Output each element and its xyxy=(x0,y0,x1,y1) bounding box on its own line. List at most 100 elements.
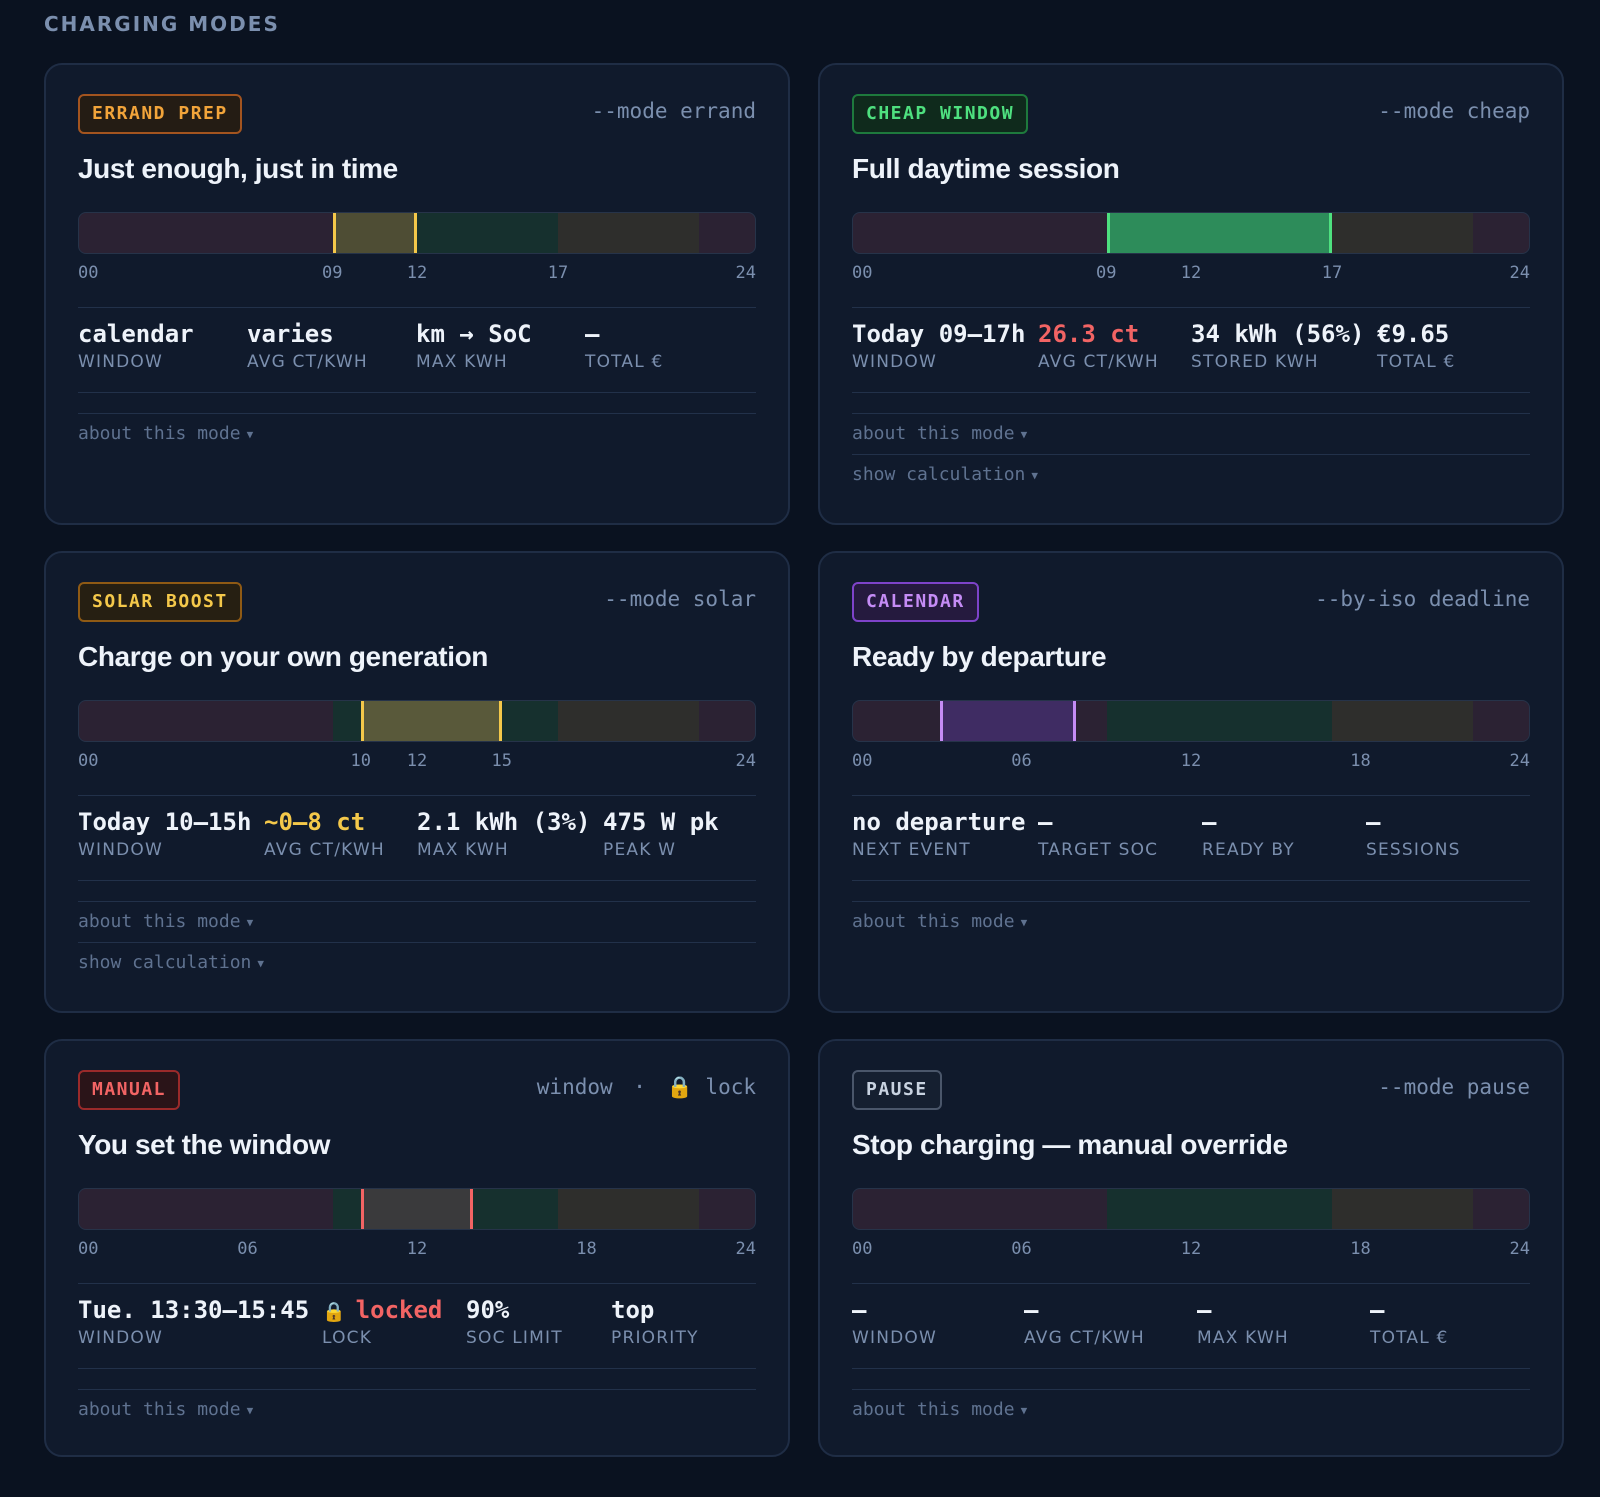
tick-label: 24 xyxy=(1509,263,1530,283)
stat-avg-price: varies AVG CT/KWH xyxy=(247,320,368,372)
stat-lock: 🔒 locked LOCK xyxy=(322,1296,443,1348)
timeline-window-segment xyxy=(332,213,417,253)
timeline-day-segment xyxy=(1106,1189,1332,1229)
timeline-day-segment xyxy=(332,701,361,741)
tick-label: 10 xyxy=(350,751,371,771)
cli-separator: · xyxy=(633,1075,646,1099)
divider xyxy=(78,795,756,796)
mode-card-manual[interactable]: MANUAL window · 🔒 lock You set the windo… xyxy=(44,1039,790,1457)
divider xyxy=(78,413,756,414)
about-mode-toggle[interactable]: about this mode ▼ xyxy=(852,423,1028,444)
tick-label: 12 xyxy=(1180,263,1202,283)
divider xyxy=(78,1283,756,1284)
mode-title: You set the window xyxy=(78,1129,331,1160)
tick-label: 06 xyxy=(1011,751,1032,771)
divider xyxy=(78,1368,756,1369)
stat-avg-price: 26.3 ct AVG CT/KWH xyxy=(1038,320,1159,372)
divider xyxy=(852,1283,1530,1284)
tick-label: 18 xyxy=(1350,751,1371,771)
day-timeline-bar xyxy=(852,212,1530,254)
lock-icon: 🔒 xyxy=(666,1075,693,1099)
mode-tag: CHEAP WINDOW xyxy=(852,94,1029,134)
about-mode-toggle[interactable]: about this mode ▼ xyxy=(78,911,254,932)
tick-label: 12 xyxy=(406,263,428,283)
timeline-window-segment xyxy=(360,1189,472,1229)
timeline-day-segment xyxy=(471,1189,558,1229)
timeline-end-marker xyxy=(469,1189,473,1229)
mode-card-errand[interactable]: ERRAND PREP --mode errand Just enough, j… xyxy=(44,63,790,525)
timeline-evening-segment xyxy=(557,1189,699,1229)
tick-label: 24 xyxy=(735,263,756,283)
section-title: CHARGING MODES xyxy=(44,12,280,36)
stat-next-event: no departure NEXT EVENT xyxy=(852,808,1026,860)
cli-window: window xyxy=(536,1075,613,1099)
timeline-start-marker xyxy=(360,701,364,741)
mode-stats: calendar WINDOW varies AVG CT/KWH km → SoC… xyxy=(78,320,756,380)
about-mode-toggle[interactable]: about this mode ▼ xyxy=(78,423,254,444)
tick-label: 24 xyxy=(1509,1239,1530,1259)
caret-down-icon: ▼ xyxy=(1031,468,1039,482)
mode-title: Stop charging — manual override xyxy=(852,1129,1288,1160)
about-mode-toggle[interactable]: about this mode ▼ xyxy=(852,911,1028,932)
tick-label: 17 xyxy=(1321,263,1343,283)
timeline-day-segment xyxy=(1106,701,1332,741)
timeline-end-marker xyxy=(1073,701,1077,741)
tick-label: 00 xyxy=(852,751,873,771)
divider xyxy=(852,1389,1530,1390)
mode-title: Charge on your own generation xyxy=(78,641,488,672)
tick-label: 00 xyxy=(852,1239,873,1259)
divider xyxy=(78,901,756,902)
about-mode-toggle[interactable]: about this mode ▼ xyxy=(852,1399,1028,1420)
stat-target-soc: — TARGET SOC xyxy=(1038,808,1159,860)
stat-avg-price: — AVG CT/KWH xyxy=(1024,1296,1145,1348)
cli-flag: --mode errand xyxy=(591,99,756,123)
day-timeline-bar xyxy=(78,1188,756,1230)
mode-stats: — WINDOW — AVG CT/KWH — MAX KWH — TOTAL € xyxy=(852,1296,1530,1356)
mode-stats: Tue. 13:30–15:45 WINDOW 🔒 locked LOCK 90% SO… xyxy=(78,1296,756,1356)
timeline-end-marker xyxy=(414,213,418,253)
mode-tag: PAUSE xyxy=(852,1070,942,1110)
timeline-ticks: 00 06 12 18 24 xyxy=(852,1239,1530,1263)
show-calculation-toggle[interactable]: show calculation ▼ xyxy=(852,464,1039,485)
day-timeline-bar xyxy=(78,700,756,742)
caret-down-icon: ▼ xyxy=(257,956,265,970)
show-calculation-toggle[interactable]: show calculation ▼ xyxy=(78,952,265,973)
cli-flag: --mode solar xyxy=(604,587,756,611)
stat-peak-w: 475 W pk PEAK W xyxy=(603,808,719,860)
about-mode-toggle[interactable]: about this mode ▼ xyxy=(78,1399,254,1420)
divider xyxy=(78,880,756,881)
divider xyxy=(852,307,1530,308)
mode-stats: no departure NEXT EVENT — TARGET SOC — READ… xyxy=(852,808,1530,868)
timeline-start-marker xyxy=(332,213,336,253)
stat-sessions: — SESSIONS xyxy=(1366,808,1461,860)
timeline-evening-segment xyxy=(557,213,699,253)
timeline-window-segment xyxy=(360,701,502,741)
divider xyxy=(78,392,756,393)
tick-label: 00 xyxy=(78,263,99,283)
tick-label: 06 xyxy=(1011,1239,1032,1259)
caret-down-icon: ▼ xyxy=(246,427,254,441)
caret-down-icon: ▼ xyxy=(246,915,254,929)
timeline-start-marker xyxy=(939,701,943,741)
caret-down-icon: ▼ xyxy=(1020,427,1028,441)
cli-window-lock: window · 🔒 lock xyxy=(537,1075,756,1100)
mode-tag: ERRAND PREP xyxy=(78,94,242,134)
divider xyxy=(852,1368,1530,1369)
mode-card-calendar[interactable]: CALENDAR --by-iso deadline Ready by depa… xyxy=(818,551,1564,1013)
cli-flag: --mode pause xyxy=(1378,1075,1530,1099)
day-timeline-bar xyxy=(78,212,756,254)
caret-down-icon: ▼ xyxy=(1020,1403,1028,1417)
stat-window: Today 09–17h WINDOW xyxy=(852,320,1026,372)
stat-window: calendar WINDOW xyxy=(78,320,194,372)
mode-tag: CALENDAR xyxy=(852,582,979,622)
tick-label: 00 xyxy=(852,263,873,283)
tick-label: 24 xyxy=(735,1239,756,1259)
mode-card-cheap[interactable]: CHEAP WINDOW --mode cheap Full daytime s… xyxy=(818,63,1564,525)
stat-total: — TOTAL € xyxy=(585,320,664,372)
stat-total: — TOTAL € xyxy=(1370,1296,1449,1348)
caret-down-icon: ▼ xyxy=(246,1403,254,1417)
divider xyxy=(78,942,756,943)
mode-card-pause[interactable]: PAUSE --mode pause Stop charging — manua… xyxy=(818,1039,1564,1457)
tick-label: 18 xyxy=(576,1239,597,1259)
mode-card-solar[interactable]: SOLAR BOOST --mode solar Charge on your … xyxy=(44,551,790,1013)
